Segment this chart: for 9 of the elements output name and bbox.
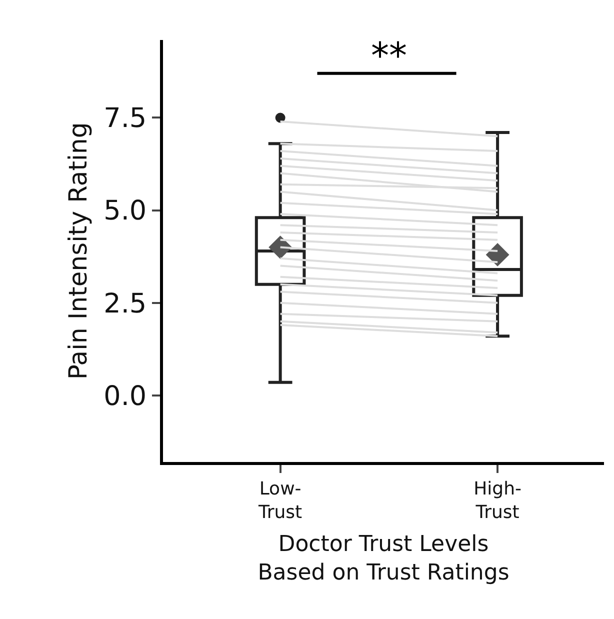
x-tick-label: Low- Trust xyxy=(258,478,302,523)
y-tick-label: 0.0 xyxy=(104,380,147,412)
x-axis-title: Doctor Trust Levels Based on Trust Ratings xyxy=(258,532,510,586)
x-tick-label: High- Trust xyxy=(474,478,522,523)
y-axis-title: Pain Intensity Rating xyxy=(63,122,92,380)
y-tick-label: 7.5 xyxy=(104,103,147,134)
y-tick-label: 5.0 xyxy=(104,196,147,227)
y-tick-label: 2.5 xyxy=(104,288,147,320)
annotation: ** xyxy=(371,36,407,77)
